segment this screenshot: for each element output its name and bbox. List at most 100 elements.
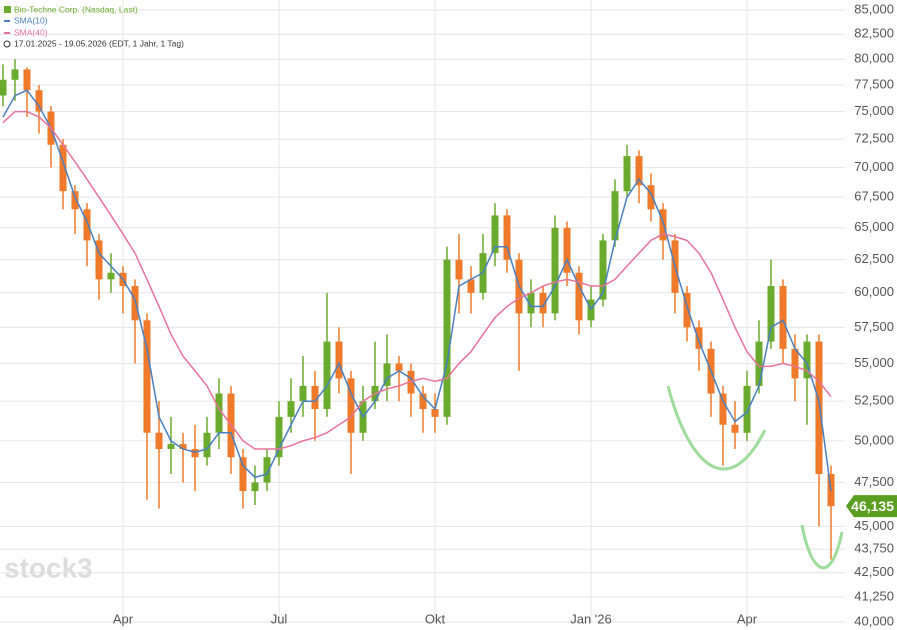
y-tick-label: 72,500 bbox=[854, 131, 894, 146]
candle-body bbox=[83, 209, 91, 241]
candle-body bbox=[551, 227, 559, 314]
candle-body bbox=[767, 286, 775, 342]
y-tick-label: 62,500 bbox=[854, 251, 894, 266]
candle-body bbox=[287, 401, 295, 417]
x-tick-label: Apr bbox=[113, 611, 134, 626]
sma-line bbox=[2, 89, 832, 492]
date-range: 17.01.2025 - 19.05.2026 (EDT, 1 Jahr, 1 … bbox=[14, 38, 184, 48]
candle-body bbox=[395, 363, 403, 371]
candle-body bbox=[419, 393, 427, 409]
last-price-label: 46,135 bbox=[851, 498, 894, 514]
candle-body bbox=[299, 385, 307, 402]
y-tick-label: 42,500 bbox=[854, 564, 894, 579]
y-tick-label: 82,500 bbox=[854, 26, 894, 41]
y-tick-label: 50,000 bbox=[854, 432, 894, 447]
x-tick-label: Okt bbox=[425, 611, 446, 626]
candle-body bbox=[467, 279, 475, 293]
legend-label: SMA(40) bbox=[14, 27, 48, 37]
y-tick-label: 80,000 bbox=[854, 51, 894, 66]
candle-body bbox=[647, 185, 655, 210]
candle-body bbox=[635, 156, 643, 186]
candle-body bbox=[443, 259, 451, 417]
y-tick-label: 57,500 bbox=[854, 319, 894, 334]
candle-body bbox=[695, 327, 703, 349]
candle-body bbox=[623, 156, 631, 192]
candle-body bbox=[527, 292, 535, 314]
candle-body bbox=[275, 416, 283, 458]
candle-body bbox=[815, 341, 823, 474]
candle-body bbox=[71, 191, 79, 210]
clock-icon bbox=[3, 40, 11, 48]
watermark: stock3 bbox=[4, 552, 93, 583]
y-tick-label: 45,000 bbox=[854, 518, 894, 533]
y-tick-label: 77,500 bbox=[854, 76, 894, 91]
candle-body bbox=[407, 370, 415, 394]
annotation-arc bbox=[800, 524, 844, 570]
candle-body bbox=[539, 292, 547, 314]
candle-body bbox=[383, 363, 391, 386]
x-tick-label: Jan '26 bbox=[570, 611, 612, 626]
candle-body bbox=[143, 320, 151, 433]
candle-body bbox=[599, 240, 607, 300]
candle-body bbox=[311, 385, 319, 409]
y-tick-label: 60,000 bbox=[854, 284, 894, 299]
legend: Bio-Techne Corp. (Nasdaq, Last) SMA(10) … bbox=[3, 4, 184, 48]
candle-body bbox=[239, 457, 247, 492]
candle-body bbox=[455, 259, 463, 280]
candle-body bbox=[23, 69, 31, 91]
candle-body bbox=[791, 348, 799, 379]
candle-body bbox=[755, 341, 763, 386]
grid bbox=[0, 0, 845, 623]
candle-body bbox=[563, 227, 571, 273]
annotation-arc bbox=[666, 385, 767, 471]
candle-body bbox=[107, 272, 115, 280]
candle-body bbox=[35, 90, 43, 112]
candle-body bbox=[95, 240, 103, 280]
candle-body bbox=[203, 432, 211, 458]
y-tick-label: 52,500 bbox=[854, 393, 894, 408]
candle-body bbox=[431, 408, 439, 417]
legend-icon bbox=[4, 6, 11, 13]
candle-body bbox=[11, 69, 19, 80]
y-tick-label: 75,000 bbox=[854, 103, 894, 118]
last-price-badge bbox=[846, 495, 897, 518]
candle-body bbox=[743, 385, 751, 433]
candle-body bbox=[0, 79, 7, 96]
candle-body bbox=[323, 341, 331, 409]
legend-label: SMA(10) bbox=[14, 15, 48, 25]
x-tick-label: Jul bbox=[271, 611, 288, 626]
y-tick-label: 47,500 bbox=[854, 474, 894, 489]
candle-body bbox=[575, 272, 583, 321]
candles bbox=[0, 59, 835, 560]
candle-body bbox=[215, 393, 223, 433]
candle-body bbox=[179, 444, 187, 449]
y-tick-label: 70,000 bbox=[854, 159, 894, 174]
candle-body bbox=[779, 286, 787, 349]
candle-body bbox=[155, 432, 163, 449]
y-tick-label: 65,000 bbox=[854, 219, 894, 234]
candle-body bbox=[335, 341, 343, 379]
candle-body bbox=[491, 215, 499, 254]
sma-line bbox=[2, 110, 832, 450]
candle-body bbox=[347, 378, 355, 433]
candle-body bbox=[731, 424, 739, 433]
legend-label: Bio-Techne Corp. (Nasdaq, Last) bbox=[14, 4, 138, 14]
candle-body bbox=[503, 215, 511, 260]
y-tick-label: 43,750 bbox=[854, 541, 894, 556]
candle-body bbox=[251, 482, 259, 492]
candle-body bbox=[659, 209, 667, 241]
candle-body bbox=[131, 286, 139, 321]
candle-body bbox=[611, 191, 619, 241]
candle-body bbox=[191, 448, 199, 458]
y-tick-label: 67,500 bbox=[854, 189, 894, 204]
candle-body bbox=[263, 457, 271, 483]
candle-body bbox=[59, 144, 67, 192]
candle-body bbox=[719, 393, 727, 425]
x-tick-label: Apr bbox=[737, 611, 758, 626]
y-tick-label: 85,000 bbox=[854, 1, 894, 16]
y-tick-label: 55,000 bbox=[854, 355, 894, 370]
candle-body bbox=[803, 341, 811, 379]
candle-body bbox=[683, 292, 691, 328]
candle-body bbox=[167, 444, 175, 449]
